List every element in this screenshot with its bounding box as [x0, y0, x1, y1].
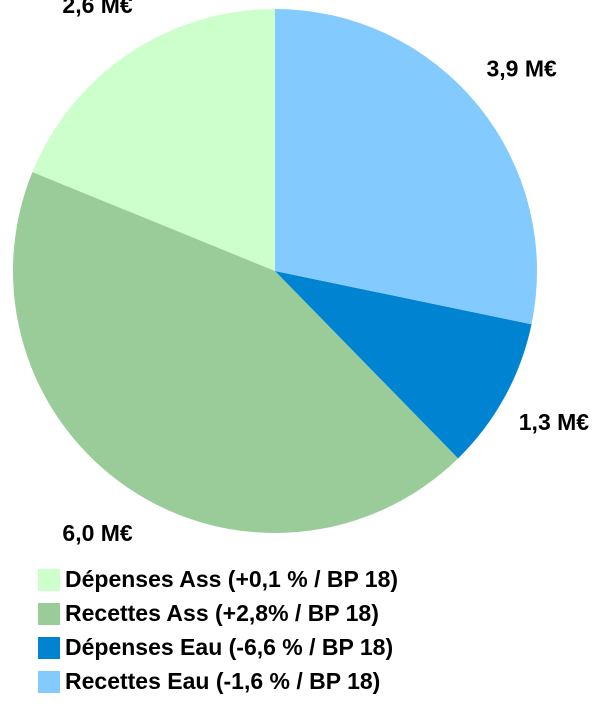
data-label: 1,3 M€ — [519, 409, 590, 435]
legend-swatch — [38, 637, 60, 659]
legend-swatch — [38, 569, 60, 591]
pie-slice — [12, 172, 459, 534]
data-label: 6,0 M€ — [62, 520, 133, 546]
legend-label: Recettes Ass (+2,8% / BP 18) — [65, 600, 379, 626]
pie-slice — [275, 9, 537, 325]
pie-slice — [275, 271, 532, 459]
legend-label: Dépenses Eau (-6,6 % / BP 18) — [65, 634, 393, 660]
legend-label: Recettes Eau (-1,6 % / BP 18) — [65, 668, 380, 694]
data-label: 3,9 M€ — [487, 55, 558, 81]
pie-slice — [32, 9, 275, 271]
legend-swatch — [38, 603, 60, 625]
legend-label: Dépenses Ass (+0,1 % / BP 18) — [65, 566, 398, 592]
legend-swatch — [38, 671, 60, 693]
data-label: 2,6 M€ — [62, 0, 133, 18]
